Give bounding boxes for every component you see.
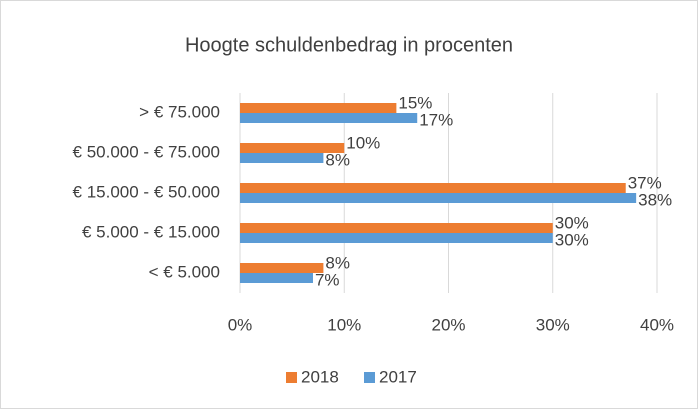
x-tick-label: 40%: [640, 315, 674, 334]
x-tick-label: 10%: [327, 315, 361, 334]
x-tick-label: 0%: [228, 315, 253, 334]
legend-swatch: [364, 372, 375, 383]
bar: [240, 143, 345, 153]
value-label: 17%: [419, 110, 453, 129]
value-label: 7%: [315, 270, 340, 289]
legend-swatch: [286, 372, 297, 383]
value-label: 8%: [325, 253, 350, 272]
value-label: 8%: [325, 150, 350, 169]
value-label: 30%: [555, 230, 589, 249]
legend-label: 2017: [379, 367, 417, 386]
legend-label: 2018: [301, 367, 339, 386]
bar: [240, 223, 553, 233]
y-tick-label: < € 5.000: [149, 262, 220, 281]
value-label: 38%: [638, 190, 672, 209]
x-tick-label: 30%: [536, 315, 570, 334]
x-tick-label: 20%: [431, 315, 465, 334]
value-label: 37%: [628, 173, 662, 192]
y-tick-label: > € 75.000: [139, 102, 220, 121]
value-label: 15%: [398, 93, 432, 112]
bar: [240, 193, 637, 203]
bar: [240, 183, 626, 193]
bar: [240, 103, 397, 113]
bar: [240, 273, 313, 283]
y-tick-label: € 50.000 - € 75.000: [73, 142, 220, 161]
value-label: 30%: [555, 213, 589, 232]
bar: [240, 113, 418, 123]
bar: [240, 263, 324, 273]
bar: [240, 233, 553, 243]
bar: [240, 153, 324, 163]
y-tick-label: € 5.000 - € 15.000: [82, 222, 220, 241]
y-tick-label: € 15.000 - € 50.000: [73, 182, 220, 201]
value-label: 10%: [346, 133, 380, 152]
chart-title: Hoogte schuldenbedrag in procenten: [185, 34, 513, 56]
